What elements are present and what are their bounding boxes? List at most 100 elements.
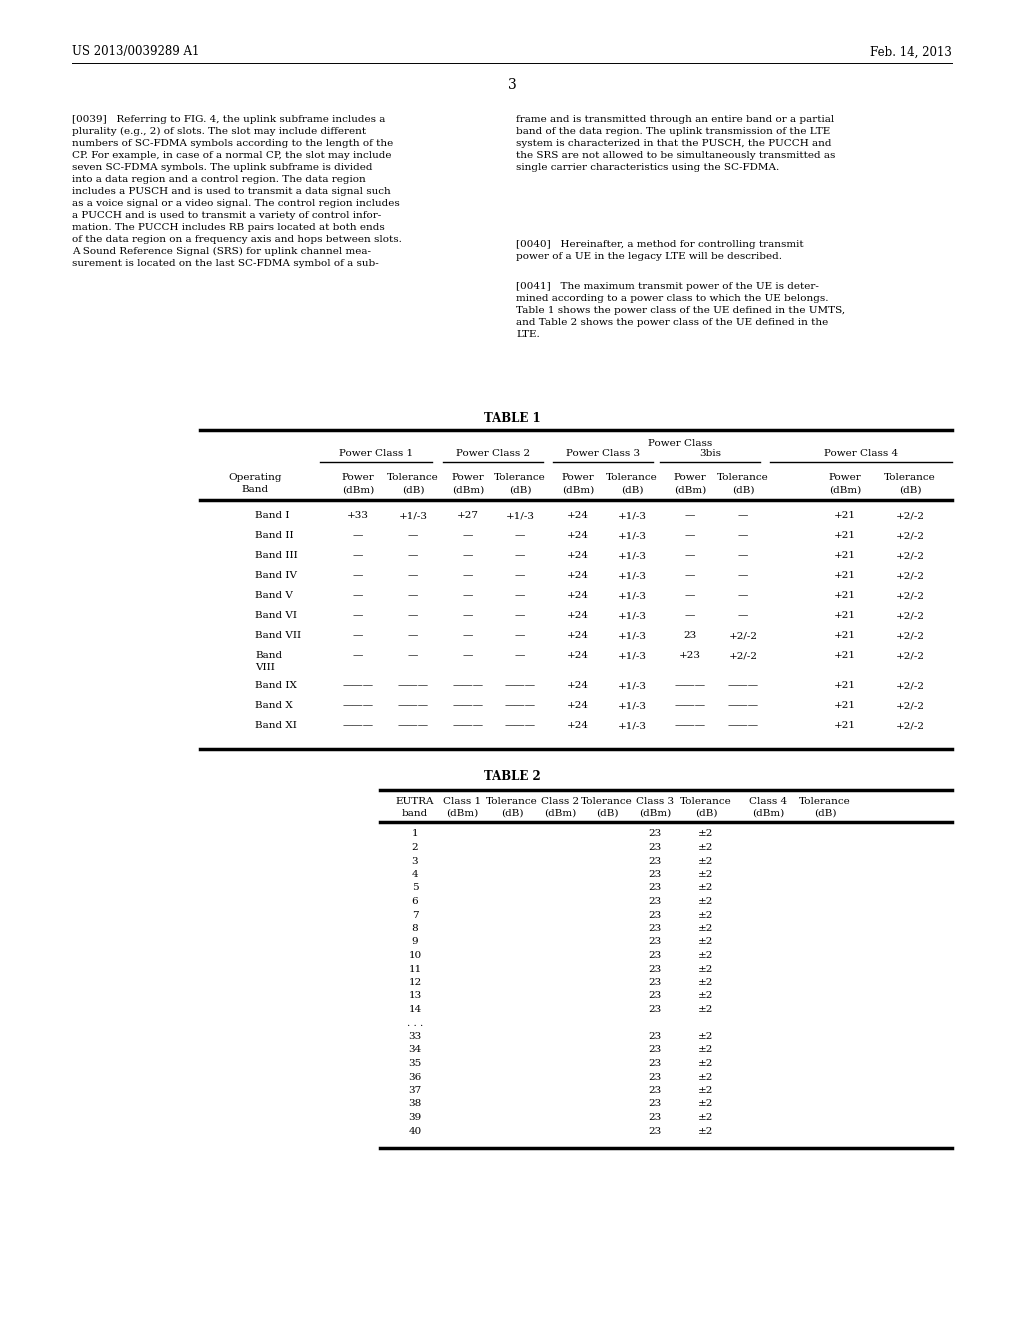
Text: Power: Power bbox=[828, 474, 861, 483]
Text: (dBm): (dBm) bbox=[639, 808, 671, 817]
Text: —: — bbox=[463, 591, 473, 601]
Text: +1/-3: +1/-3 bbox=[617, 591, 646, 601]
Text: 1: 1 bbox=[412, 829, 419, 838]
Text: —: — bbox=[738, 552, 749, 561]
Text: +21: +21 bbox=[834, 511, 856, 520]
Text: +2/-2: +2/-2 bbox=[896, 701, 925, 710]
Text: Power Class: Power Class bbox=[648, 440, 712, 449]
Text: ±2: ±2 bbox=[698, 924, 714, 933]
Text: —: — bbox=[685, 572, 695, 581]
Text: +1/-3: +1/-3 bbox=[617, 552, 646, 561]
Text: +2/-2: +2/-2 bbox=[896, 572, 925, 581]
Text: +21: +21 bbox=[834, 572, 856, 581]
Text: 23: 23 bbox=[648, 1045, 662, 1055]
Text: Tolerance: Tolerance bbox=[582, 797, 633, 807]
Text: 13: 13 bbox=[409, 991, 422, 1001]
Text: —: — bbox=[353, 631, 364, 640]
Text: 2: 2 bbox=[412, 843, 419, 851]
Text: ±2: ±2 bbox=[698, 937, 714, 946]
Text: Class 3: Class 3 bbox=[636, 797, 674, 807]
Text: +21: +21 bbox=[834, 532, 856, 540]
Text: 23: 23 bbox=[648, 843, 662, 851]
Text: +24: +24 bbox=[567, 591, 589, 601]
Text: ———: ——— bbox=[342, 722, 374, 730]
Text: 23: 23 bbox=[648, 991, 662, 1001]
Text: . . .: . . . bbox=[407, 1019, 423, 1027]
Text: +21: +21 bbox=[834, 652, 856, 660]
Text: (dB): (dB) bbox=[814, 808, 837, 817]
Text: 23: 23 bbox=[648, 1072, 662, 1081]
Text: —: — bbox=[408, 552, 418, 561]
Text: ———: ——— bbox=[397, 722, 429, 730]
Text: +2/-2: +2/-2 bbox=[896, 611, 925, 620]
Text: 4: 4 bbox=[412, 870, 419, 879]
Text: Band VII: Band VII bbox=[255, 631, 301, 640]
Text: Band III: Band III bbox=[255, 552, 298, 561]
Text: —: — bbox=[463, 572, 473, 581]
Text: (dBm): (dBm) bbox=[544, 808, 577, 817]
Text: ———: ——— bbox=[453, 701, 483, 710]
Text: —: — bbox=[685, 532, 695, 540]
Text: —: — bbox=[515, 552, 525, 561]
Text: —: — bbox=[353, 652, 364, 660]
Text: +24: +24 bbox=[567, 611, 589, 620]
Text: —: — bbox=[515, 572, 525, 581]
Text: +21: +21 bbox=[834, 722, 856, 730]
Text: (dB): (dB) bbox=[596, 808, 618, 817]
Text: Tolerance: Tolerance bbox=[717, 474, 769, 483]
Text: —: — bbox=[685, 511, 695, 520]
Text: TABLE 1: TABLE 1 bbox=[483, 412, 541, 425]
Text: —: — bbox=[685, 591, 695, 601]
Text: ———: ——— bbox=[505, 681, 536, 690]
Text: Power: Power bbox=[452, 474, 484, 483]
Text: ±2: ±2 bbox=[698, 843, 714, 851]
Text: ±2: ±2 bbox=[698, 1005, 714, 1014]
Text: +21: +21 bbox=[834, 552, 856, 561]
Text: +1/-3: +1/-3 bbox=[617, 701, 646, 710]
Text: —: — bbox=[685, 611, 695, 620]
Text: —: — bbox=[463, 631, 473, 640]
Text: 23: 23 bbox=[648, 1126, 662, 1135]
Text: 23: 23 bbox=[648, 883, 662, 892]
Text: —: — bbox=[408, 611, 418, 620]
Text: VIII: VIII bbox=[255, 663, 274, 672]
Text: ±2: ±2 bbox=[698, 1059, 714, 1068]
Text: ±2: ±2 bbox=[698, 1072, 714, 1081]
Text: 23: 23 bbox=[648, 937, 662, 946]
Text: ———: ——— bbox=[727, 722, 759, 730]
Text: band: band bbox=[401, 808, 428, 817]
Text: —: — bbox=[515, 611, 525, 620]
Text: [0041]   The maximum transmit power of the UE is deter-
mined according to a pow: [0041] The maximum transmit power of the… bbox=[516, 282, 845, 339]
Text: —: — bbox=[463, 532, 473, 540]
Text: (dBm): (dBm) bbox=[674, 486, 707, 495]
Text: (dBm): (dBm) bbox=[452, 486, 484, 495]
Text: —: — bbox=[685, 552, 695, 561]
Text: 7: 7 bbox=[412, 911, 419, 920]
Text: ———: ——— bbox=[453, 681, 483, 690]
Text: 3bis: 3bis bbox=[699, 450, 721, 458]
Text: Class 4: Class 4 bbox=[749, 797, 787, 807]
Text: ±2: ±2 bbox=[698, 1126, 714, 1135]
Text: Band I: Band I bbox=[255, 511, 290, 520]
Text: 23: 23 bbox=[648, 924, 662, 933]
Text: (dB): (dB) bbox=[509, 486, 531, 495]
Text: Operating: Operating bbox=[228, 474, 282, 483]
Text: (dBm): (dBm) bbox=[752, 808, 784, 817]
Text: +2/-2: +2/-2 bbox=[896, 631, 925, 640]
Text: +21: +21 bbox=[834, 591, 856, 601]
Text: +2/-2: +2/-2 bbox=[896, 532, 925, 540]
Text: 33: 33 bbox=[409, 1032, 422, 1041]
Text: 23: 23 bbox=[648, 978, 662, 987]
Text: +1/-3: +1/-3 bbox=[617, 511, 646, 520]
Text: (dBm): (dBm) bbox=[562, 486, 594, 495]
Text: +2/-2: +2/-2 bbox=[896, 591, 925, 601]
Text: +1/-3: +1/-3 bbox=[506, 511, 535, 520]
Text: (dB): (dB) bbox=[732, 486, 755, 495]
Text: +21: +21 bbox=[834, 701, 856, 710]
Text: +1/-3: +1/-3 bbox=[617, 652, 646, 660]
Text: 23: 23 bbox=[648, 870, 662, 879]
Text: Tolerance: Tolerance bbox=[799, 797, 851, 807]
Text: 23: 23 bbox=[648, 1113, 662, 1122]
Text: +2/-2: +2/-2 bbox=[896, 722, 925, 730]
Text: 23: 23 bbox=[648, 1032, 662, 1041]
